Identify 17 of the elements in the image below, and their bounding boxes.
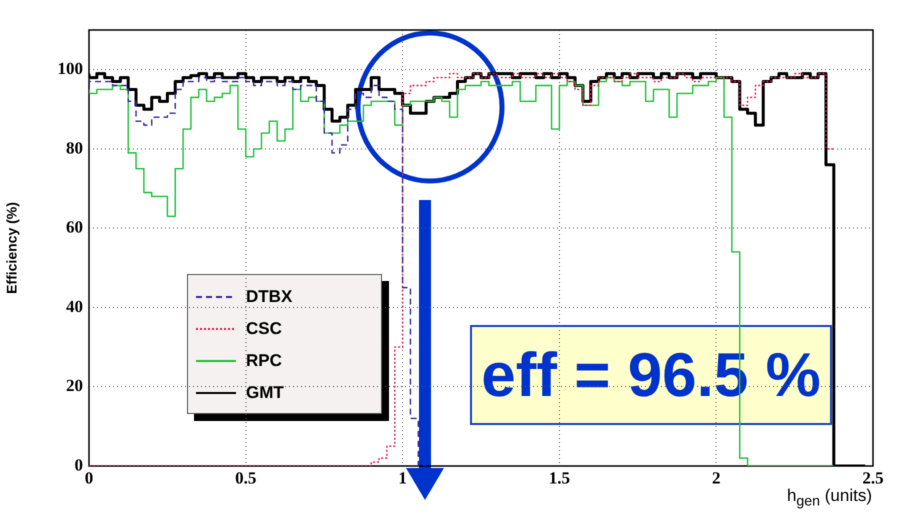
x-tick-label: 1 [398, 468, 407, 488]
legend-label: RPC [246, 351, 282, 371]
y-tick-label: 20 [66, 376, 83, 396]
y-tick-label: 80 [66, 138, 83, 158]
y-tick-label: 40 [66, 296, 83, 316]
x-tick-label: 1.5 [548, 468, 570, 488]
legend-label: DTBX [246, 287, 292, 307]
x-axis-title: h$_{gen}$ (units) [786, 486, 872, 510]
y-tick-label: 60 [66, 218, 83, 237]
legend-label: GMT [246, 383, 284, 403]
legend-label: CSC [246, 319, 282, 339]
y-tick-label: 100 [58, 59, 83, 78]
y-tick-label: 0 [74, 455, 83, 474]
y-axis-title: Efficiency (%) [3, 202, 20, 294]
x-tick-label: 0.5 [235, 468, 256, 488]
x-tick-label: 2.5 [862, 468, 884, 488]
x-tick-label: 2 [712, 468, 720, 488]
